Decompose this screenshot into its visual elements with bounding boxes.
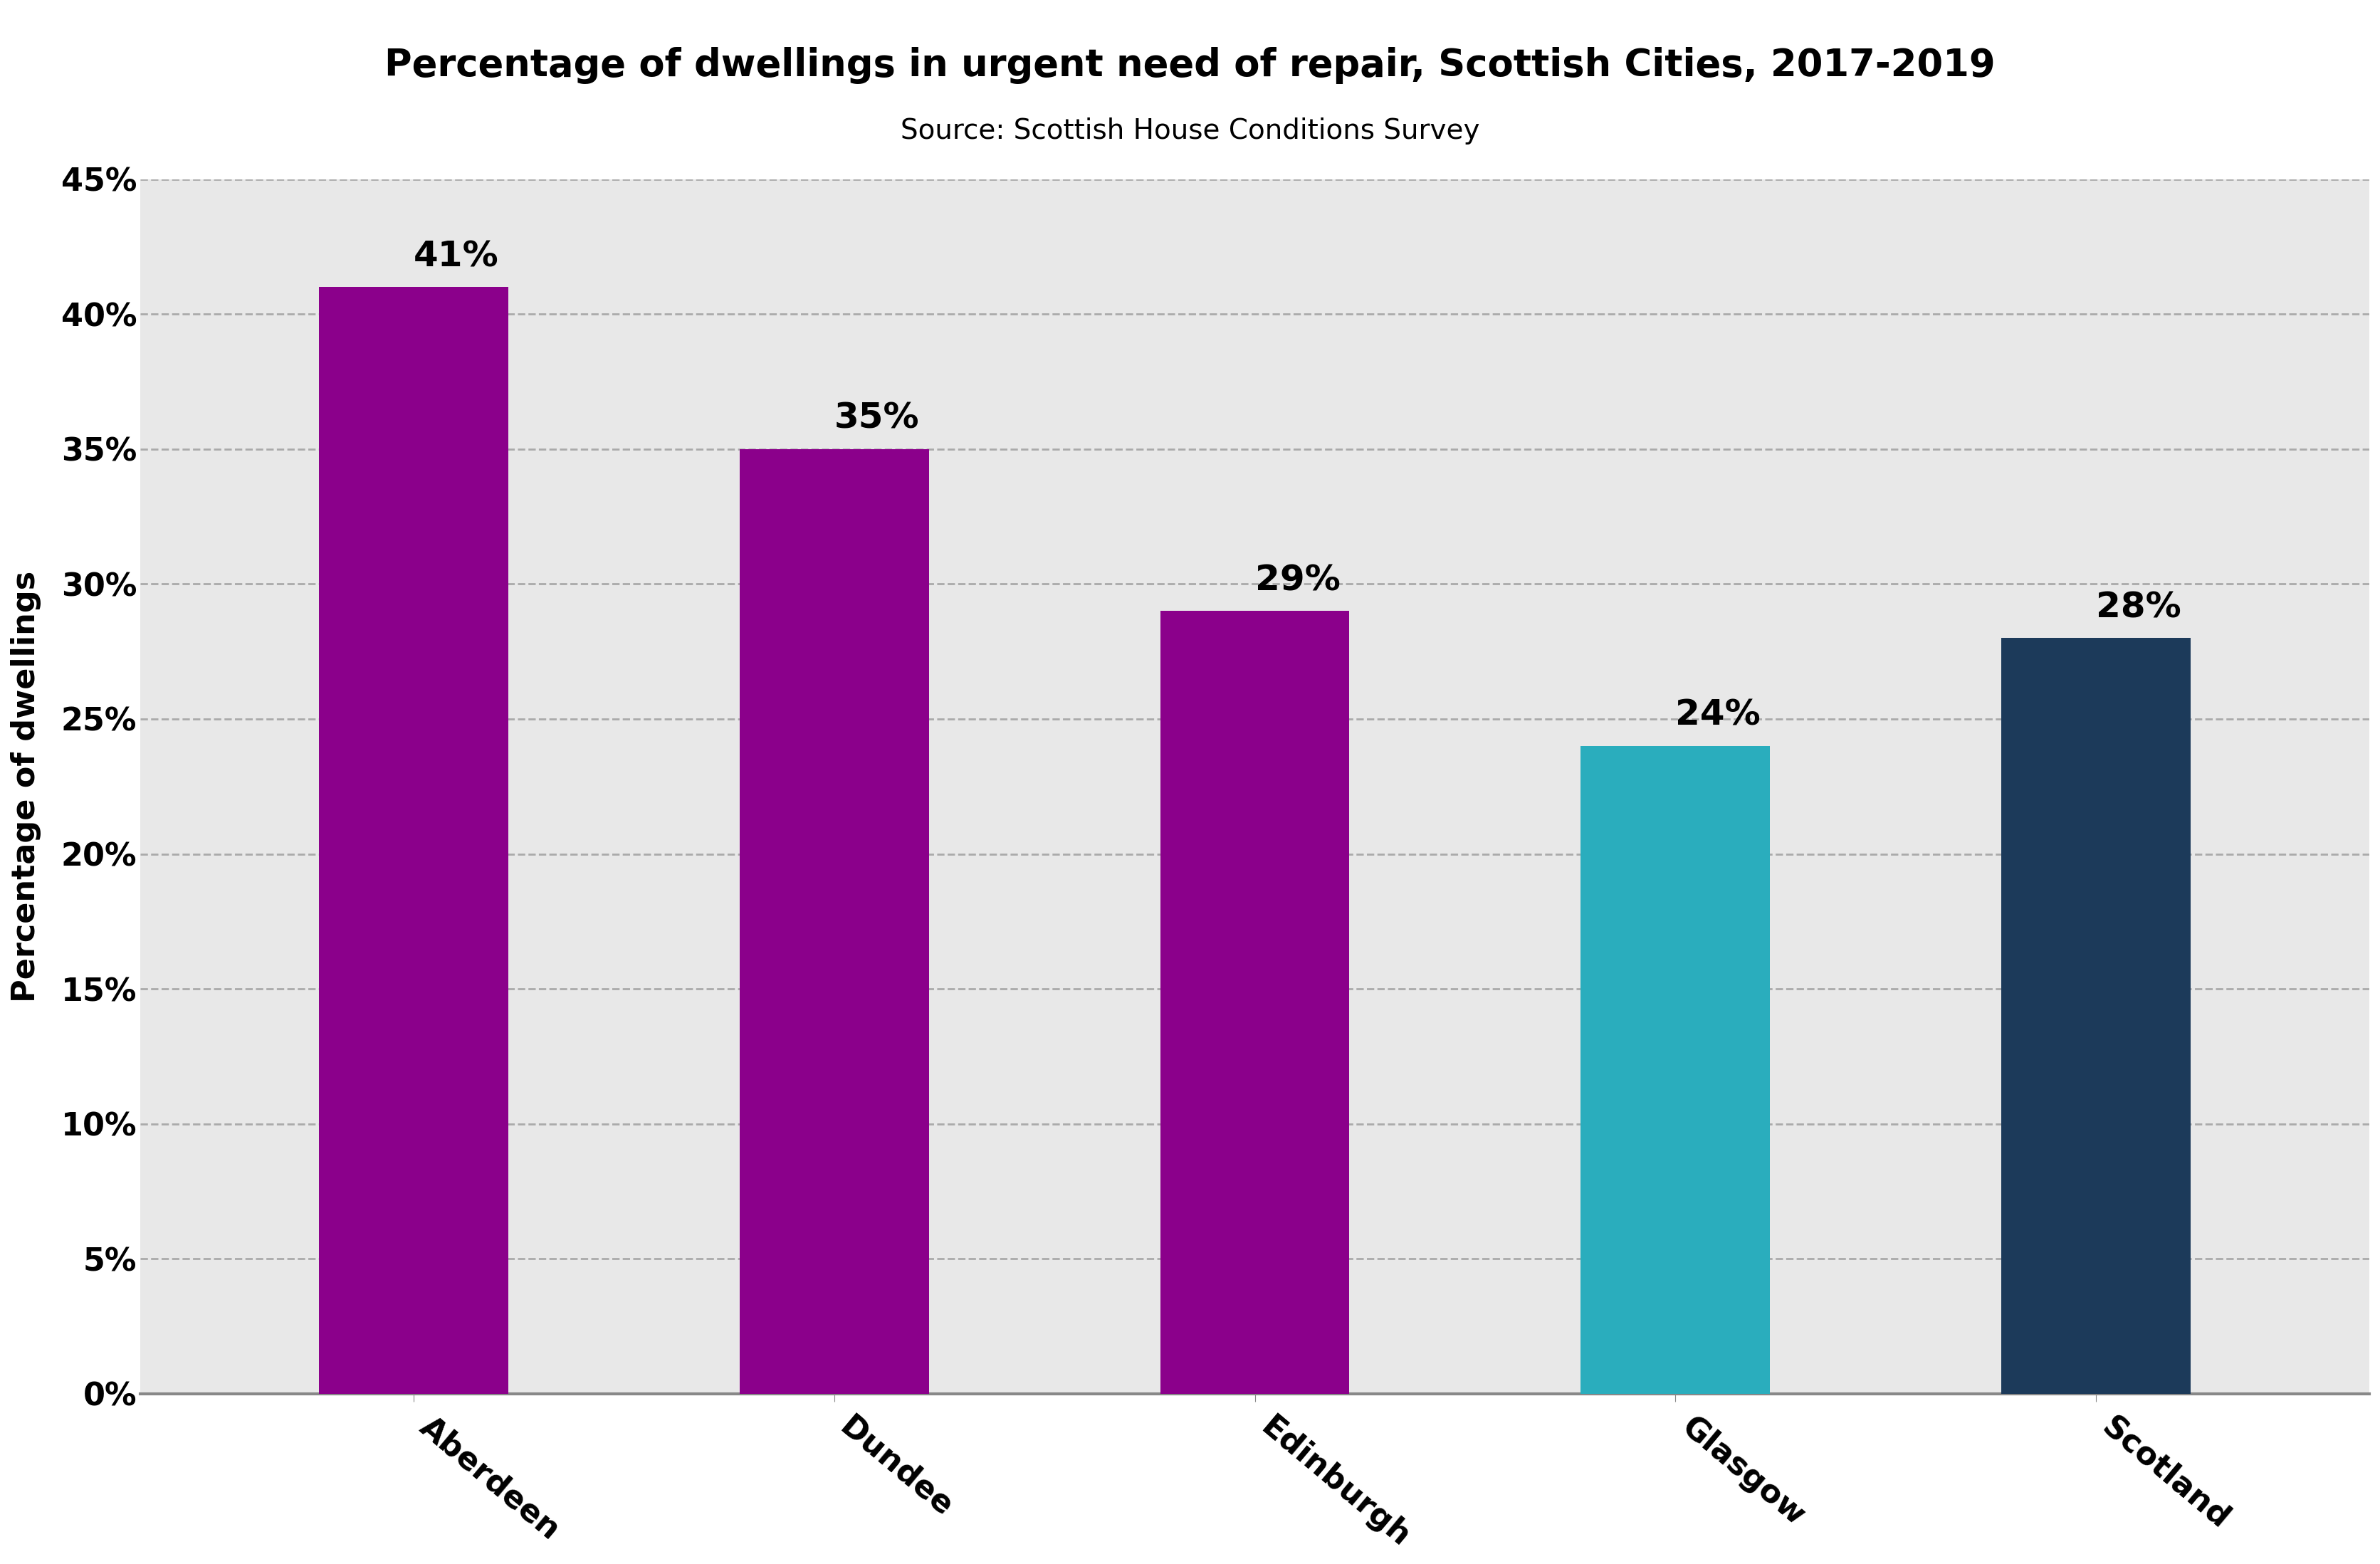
Bar xyxy=(2002,638,2190,1394)
Text: 24%: 24% xyxy=(1676,698,1761,732)
Text: 28%: 28% xyxy=(2097,590,2180,624)
Text: 29%: 29% xyxy=(1254,563,1340,597)
Bar xyxy=(1580,746,1771,1394)
Text: Percentage of dwellings in urgent need of repair, Scottish Cities, 2017-2019: Percentage of dwellings in urgent need o… xyxy=(386,47,1994,84)
Text: 41%: 41% xyxy=(414,239,500,274)
Bar xyxy=(319,288,509,1394)
Bar xyxy=(740,449,928,1394)
Text: 35%: 35% xyxy=(835,402,919,436)
Bar xyxy=(1159,612,1349,1394)
Text: Source: Scottish House Conditions Survey: Source: Scottish House Conditions Survey xyxy=(900,117,1480,144)
Y-axis label: Percentage of dwellings: Percentage of dwellings xyxy=(10,571,40,1003)
